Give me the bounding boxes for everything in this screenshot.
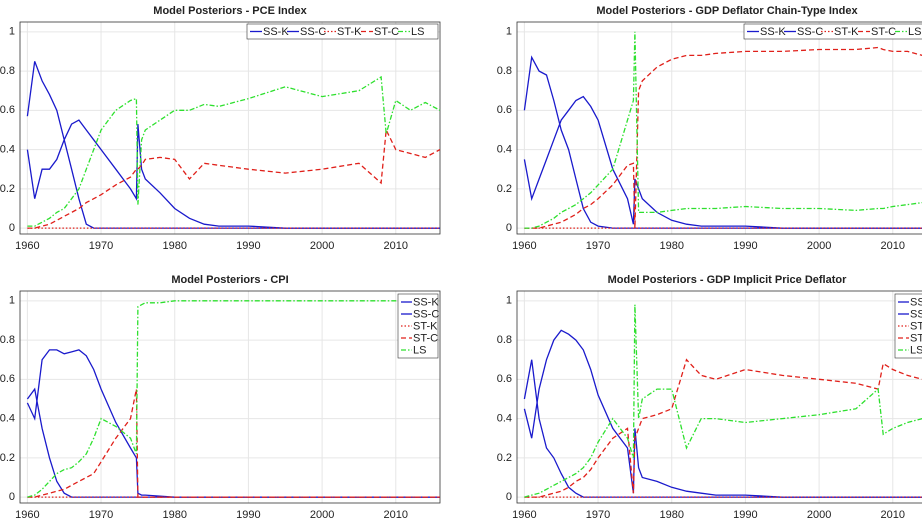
x-tick-label: 1990 (733, 509, 757, 521)
y-tick-label: 1 (506, 295, 512, 307)
chart-title: Model Posteriors - GDP Deflator Chain-Ty… (596, 5, 858, 17)
x-tick-label: 1970 (586, 240, 610, 252)
y-tick-label: 0.4 (497, 143, 512, 155)
x-tick-label: 1970 (89, 509, 113, 521)
axes-box (516, 21, 922, 235)
axes-box (19, 290, 441, 504)
y-tick-label: 0 (506, 222, 512, 234)
legend-label: SS-C (413, 308, 439, 320)
legend-label: LS (910, 344, 922, 356)
y-tick-label: 0.6 (497, 104, 512, 116)
legend-label: ST-C (910, 332, 922, 344)
y-tick-label: 0.6 (0, 373, 15, 385)
x-tick-label: 1980 (162, 240, 186, 252)
y-tick-label: 0 (506, 491, 512, 503)
x-tick-label: 2000 (310, 240, 334, 252)
x-tick-label: 2000 (807, 509, 831, 521)
legend-label: SS-K (910, 296, 922, 308)
plot-area (517, 291, 922, 503)
y-tick-label: 0.8 (0, 334, 15, 346)
legend-label: SS-K (413, 296, 439, 308)
y-tick-label: 0 (9, 222, 15, 234)
x-tick-label: 1960 (15, 509, 39, 521)
series-line (524, 46, 922, 229)
x-tick-label: 1980 (659, 509, 683, 521)
y-tick-label: 0.2 (497, 183, 512, 195)
y-tick-label: 0.8 (497, 65, 512, 77)
x-tick-label: 1990 (733, 240, 757, 252)
series-line (27, 300, 440, 498)
axes-box (516, 290, 922, 504)
x-tick-label: 1960 (512, 509, 536, 521)
series-line (27, 127, 441, 229)
chart-title: Model Posteriors - PCE Index (153, 5, 307, 17)
y-tick-label: 0.2 (0, 183, 15, 195)
legend-box (246, 23, 439, 40)
legend-label: SS-C (300, 26, 326, 38)
series-line (524, 358, 922, 498)
legend-label: SS-C (910, 308, 922, 320)
legend-label: ST-C (374, 26, 399, 38)
x-tick-label: 2000 (807, 240, 831, 252)
plot-area (20, 291, 440, 503)
x-tick-label: 1960 (512, 240, 536, 252)
legend-label: ST-K (834, 26, 859, 38)
y-tick-label: 0.2 (497, 452, 512, 464)
series-line (524, 31, 922, 229)
chart-title: Model Posteriors - GDP Implicit Price De… (608, 274, 848, 286)
y-tick-label: 0.4 (497, 412, 512, 424)
legend-label: ST-C (413, 332, 438, 344)
plot-area (517, 22, 922, 234)
y-tick-label: 1 (506, 26, 512, 38)
legend-label: ST-C (871, 26, 896, 38)
y-tick-label: 0.8 (497, 334, 512, 346)
x-tick-label: 2010 (881, 509, 905, 521)
y-tick-label: 0.4 (0, 143, 15, 155)
x-tick-label: 1970 (89, 240, 113, 252)
y-tick-label: 0.8 (0, 65, 15, 77)
legend-label: SS-K (760, 26, 786, 38)
y-tick-label: 0.6 (497, 373, 512, 385)
legend-label: LS (411, 26, 424, 38)
legend-label: SS-K (263, 26, 289, 38)
y-tick-label: 1 (9, 26, 15, 38)
x-tick-label: 1980 (162, 509, 186, 521)
subplot: Model Posteriors - GDP Implicit Price De… (497, 274, 922, 521)
chart-title: Model Posteriors - CPI (171, 274, 288, 286)
subplot: Model Posteriors - CPI 0 0.2 0.4 0.6 0.8 1 1960… (0, 274, 441, 521)
legend-label: LS (908, 26, 921, 38)
x-tick-label: 2010 (881, 240, 905, 252)
y-tick-label: 0.2 (0, 452, 15, 464)
series-line (27, 388, 440, 498)
legend-label: ST-K (337, 26, 362, 38)
legend-label: ST-K (413, 320, 438, 332)
y-tick-label: 0.6 (0, 104, 15, 116)
subplot: Model Posteriors - GDP Deflator Chain-Ty… (497, 5, 922, 252)
x-tick-label: 1990 (236, 509, 260, 521)
y-tick-label: 0.4 (0, 412, 15, 424)
x-tick-label: 1970 (586, 509, 610, 521)
y-tick-label: 0 (9, 491, 15, 503)
legend-label: ST-K (910, 320, 922, 332)
y-tick-label: 1 (9, 295, 15, 307)
x-tick-label: 1990 (236, 240, 260, 252)
x-tick-label: 2000 (310, 509, 334, 521)
legend-label: LS (413, 344, 426, 356)
legend-label: SS-C (797, 26, 823, 38)
series-line (27, 75, 441, 227)
axes-box (19, 21, 441, 235)
subplot: Model Posteriors - PCE Index 0 0.2 0.4 0.6 0.… (0, 5, 441, 252)
plot-area (20, 22, 440, 234)
x-tick-label: 1960 (15, 240, 39, 252)
x-tick-label: 1980 (659, 240, 683, 252)
x-tick-label: 2010 (384, 240, 408, 252)
x-tick-label: 2010 (384, 509, 408, 521)
